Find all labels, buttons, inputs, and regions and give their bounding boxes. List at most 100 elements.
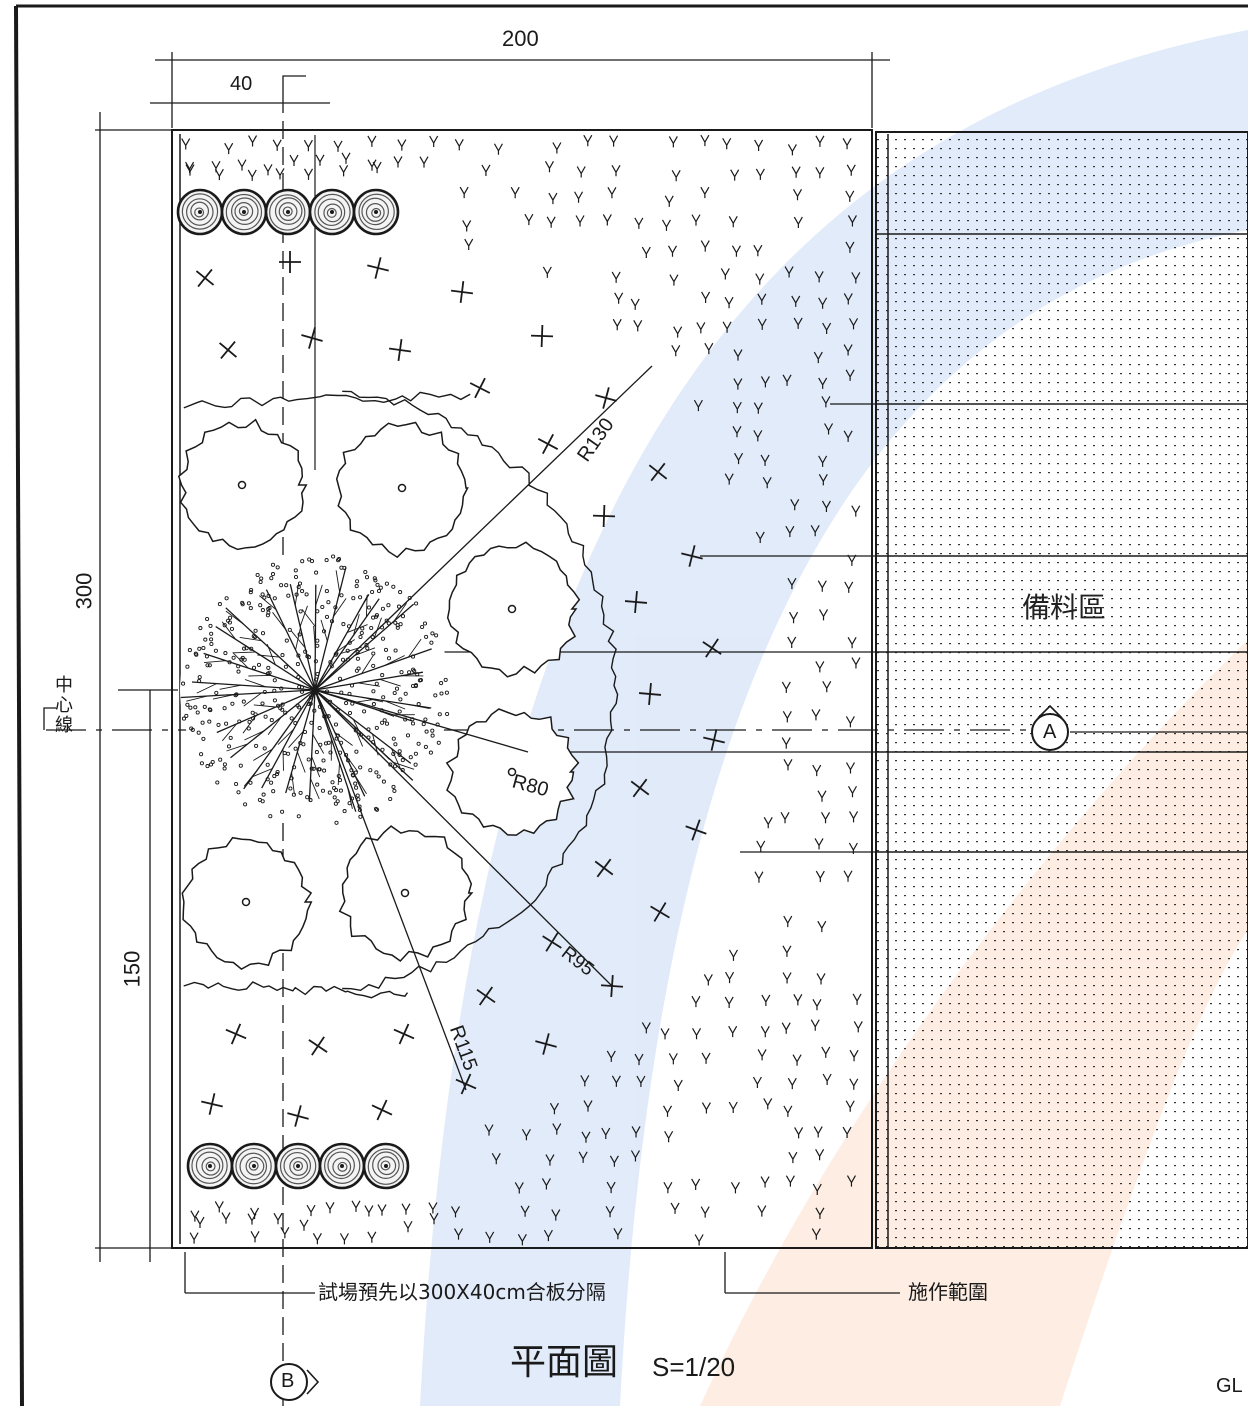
- shrub-cross: [593, 385, 620, 412]
- groundcover-mark: [732, 246, 740, 257]
- groundcover-mark: [844, 871, 852, 882]
- shrub-cross: [213, 335, 244, 366]
- groundcover-mark: [575, 192, 583, 203]
- groundcover-mark: [482, 165, 490, 176]
- groundcover-mark: [352, 1201, 360, 1212]
- groundcover-mark: [822, 1047, 830, 1058]
- groundcover-mark: [671, 1203, 679, 1214]
- groundcover-mark: [225, 143, 233, 154]
- groundcover-mark: [455, 139, 463, 150]
- groundcover-mark: [693, 1028, 701, 1039]
- shrub-cross: [531, 325, 554, 348]
- groundcover-mark: [463, 220, 471, 231]
- groundcover-mark: [634, 320, 642, 331]
- groundcover-mark: [603, 214, 611, 225]
- groundcover-mark: [674, 1080, 682, 1091]
- groundcover-mark: [794, 994, 802, 1005]
- groundcover-mark: [340, 1233, 348, 1244]
- groundcover-mark: [761, 1026, 769, 1037]
- groundcover-mark: [783, 711, 791, 722]
- log-ring: [320, 1144, 364, 1188]
- groundcover-mark: [635, 218, 643, 229]
- groundcover-mark: [813, 765, 821, 776]
- groundcover-mark: [196, 1217, 204, 1228]
- groundcover-mark: [816, 661, 824, 672]
- groundcover-mark: [460, 187, 468, 198]
- groundcover-mark: [731, 1182, 739, 1193]
- groundcover-mark: [701, 187, 709, 198]
- groundcover-mark: [612, 272, 620, 283]
- groundcover-mark: [420, 157, 428, 168]
- groundcover-mark: [753, 1077, 761, 1088]
- groundcover-mark: [697, 322, 705, 333]
- groundcover-mark: [845, 582, 853, 593]
- groundcover-mark: [814, 1127, 822, 1138]
- groundcover-mark: [701, 135, 709, 146]
- groundcover-mark: [815, 838, 823, 849]
- groundcover-mark: [729, 1102, 737, 1113]
- dimension-half-length: 150: [121, 951, 143, 988]
- shrub-cross: [298, 324, 325, 351]
- groundcover-mark: [725, 997, 733, 1008]
- groundcover-mark: [313, 1233, 321, 1244]
- log-ring: [188, 1144, 232, 1188]
- groundcover-mark: [794, 189, 802, 200]
- groundcover-mark: [782, 1023, 790, 1034]
- groundcover-mark: [729, 1026, 737, 1037]
- shrub-cross: [303, 1031, 334, 1062]
- groundcover-mark: [786, 1176, 794, 1187]
- groundcover-mark: [316, 155, 324, 166]
- groundcover-mark: [854, 1021, 862, 1032]
- log-ring: [232, 1144, 276, 1188]
- groundcover-mark: [664, 1106, 672, 1117]
- shrub-cross: [450, 280, 475, 305]
- groundcover-mark: [848, 786, 856, 797]
- groundcover-mark: [848, 637, 856, 648]
- groundcover-mark: [756, 274, 764, 285]
- shrub-circle: [448, 542, 580, 677]
- groundcover-mark: [721, 268, 729, 279]
- groundcover-mark: [702, 292, 710, 303]
- groundcover-mark: [783, 972, 791, 983]
- groundcover-mark: [222, 1213, 230, 1224]
- groundcover-mark: [852, 506, 860, 517]
- groundcover-mark: [852, 658, 860, 669]
- groundcover-mark: [692, 1179, 700, 1190]
- groundcover-mark: [668, 246, 676, 257]
- shrub-cross: [190, 263, 221, 294]
- shrub-cross: [388, 338, 413, 363]
- groundcover-mark: [731, 170, 739, 181]
- groundcover-mark: [846, 1101, 854, 1112]
- groundcover-mark: [662, 220, 670, 231]
- section-b-letter: B: [281, 1371, 294, 1391]
- log-ring: [222, 190, 266, 234]
- groundcover-mark: [702, 1103, 710, 1114]
- groundcover-mark: [334, 141, 342, 152]
- groundcover-mark: [850, 811, 858, 822]
- log-ring: [178, 190, 222, 234]
- center-line-label: 中心線: [55, 676, 79, 736]
- groundcover-mark: [784, 1106, 792, 1117]
- groundcover-mark: [781, 812, 789, 823]
- groundcover-mark: [664, 1182, 672, 1193]
- groundcover-mark: [342, 153, 350, 164]
- groundcover-mark: [545, 161, 553, 172]
- groundcover-mark: [850, 1050, 858, 1061]
- groundcover-mark: [790, 612, 798, 623]
- groundcover-mark: [817, 973, 825, 984]
- shrub-cross: [365, 255, 392, 282]
- log-ring: [354, 190, 398, 234]
- groundcover-mark: [702, 1053, 710, 1064]
- groundcover-mark: [846, 716, 854, 727]
- groundcover-mark: [368, 136, 376, 147]
- dimension-overall-width: 200: [502, 28, 539, 50]
- groundcover-mark: [822, 812, 830, 823]
- groundcover-mark: [788, 1078, 796, 1089]
- groundcover-mark: [494, 144, 502, 155]
- shrub-circle: [340, 826, 472, 961]
- groundcover-mark: [729, 950, 737, 961]
- groundcover-mark: [823, 681, 831, 692]
- groundcover-mark: [793, 1055, 801, 1066]
